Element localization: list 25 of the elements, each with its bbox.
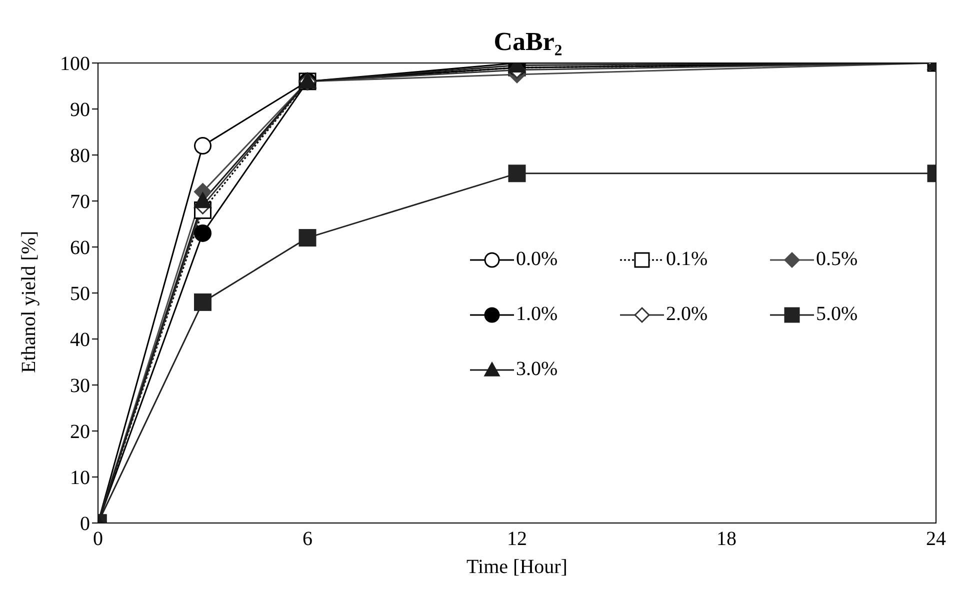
- y-tick-label: 80: [70, 145, 90, 168]
- chart-title: CaBr₂: [494, 27, 562, 56]
- x-tick-label: 18: [716, 528, 736, 550]
- x-axis-title: Time [Hour]: [466, 556, 568, 578]
- y-tick-label: 0: [80, 513, 90, 536]
- legend-label: 2.0%: [666, 303, 708, 326]
- y-tick-label: 60: [70, 237, 90, 260]
- y-tick-label: 90: [70, 99, 90, 122]
- y-tick-label: 70: [70, 191, 90, 214]
- legend-label: 1.0%: [516, 303, 558, 326]
- x-tick-label: 12: [507, 528, 527, 550]
- legend-label: 5.0%: [816, 303, 858, 326]
- legend-label: 0.5%: [816, 248, 858, 271]
- y-tick-label: 10: [70, 467, 90, 490]
- legend-label: 0.1%: [666, 248, 708, 271]
- y-tick-label: 40: [70, 329, 90, 352]
- y-tick-label: 50: [70, 283, 90, 306]
- y-axis-title: Ethanol yield [%]: [18, 230, 40, 373]
- x-tick-label: 24: [926, 528, 946, 550]
- legend-label: 3.0%: [516, 358, 558, 381]
- x-tick-label: 6: [302, 528, 312, 550]
- legend-label: 0.0%: [516, 248, 558, 271]
- y-tick-label: 100: [60, 53, 90, 76]
- y-tick-label: 30: [70, 375, 90, 398]
- y-tick-label: 20: [70, 421, 90, 444]
